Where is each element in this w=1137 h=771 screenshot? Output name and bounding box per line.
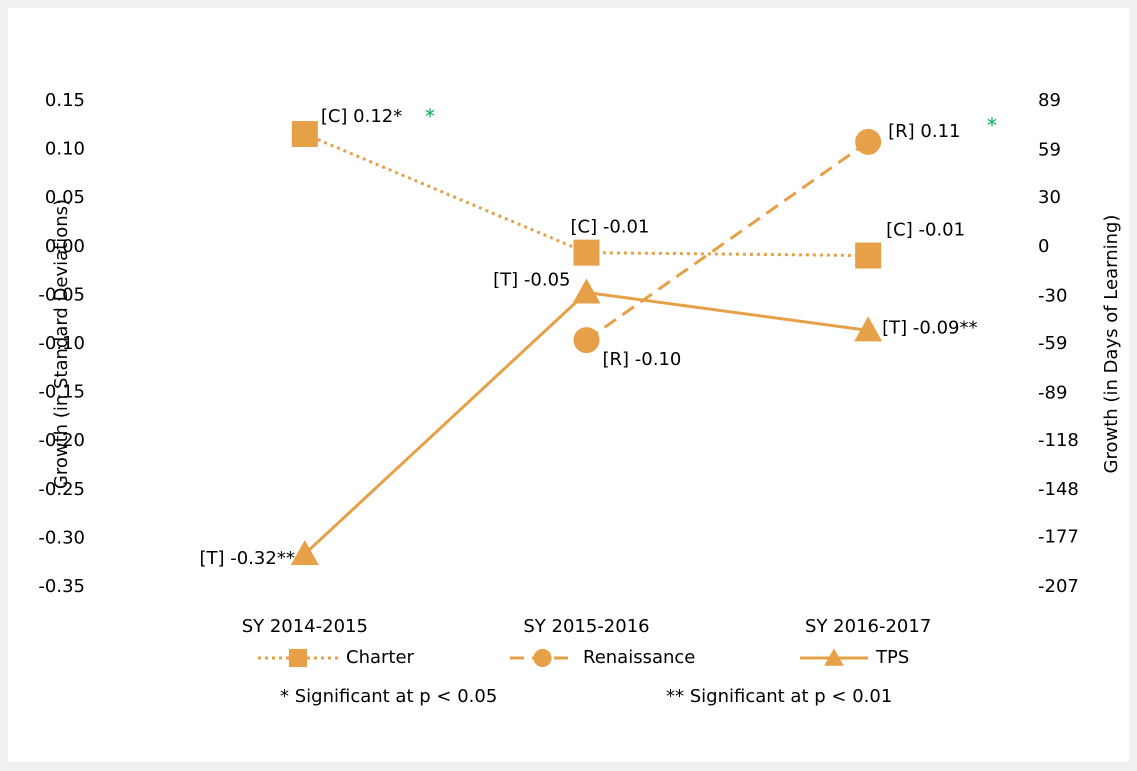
y2-tick-label: -148 [1038, 479, 1079, 500]
data-label: [C] -0.01 [886, 220, 965, 241]
y-tick-label: -0.15 [38, 382, 85, 403]
data-point [855, 242, 882, 269]
significance-mark: * [425, 105, 435, 129]
y2-tick-label: 30 [1038, 187, 1061, 208]
data-point [290, 539, 319, 565]
data-label: [T] -0.09** [882, 317, 977, 338]
data-label: [C] -0.01 [571, 217, 650, 238]
footnote: * Significant at p < 0.05 [280, 686, 497, 707]
data-point [291, 121, 318, 148]
y2-tick-label: -177 [1038, 527, 1079, 548]
y-tick-label: 0.15 [45, 90, 85, 111]
y2-tick-label: -89 [1038, 382, 1067, 403]
y-tick-label: 0.10 [45, 139, 85, 160]
chart-panel [8, 8, 1129, 762]
data-label: [T] -0.05 [493, 269, 570, 290]
data-label: [R] -0.10 [603, 349, 682, 370]
data-point [573, 239, 600, 266]
x-tick-label: SY 2015-2016 [523, 616, 649, 637]
y-tick-label: -0.25 [38, 479, 85, 500]
y2-tick-label: 59 [1038, 139, 1061, 160]
data-point [572, 278, 601, 304]
y2-tick-label: -30 [1038, 285, 1067, 306]
y-tick-label: -0.10 [38, 333, 85, 354]
legend-marker [533, 648, 552, 668]
y-axis-label: Growth (in Standard Deviations) [51, 199, 72, 489]
y2-tick-label: 89 [1038, 90, 1061, 111]
data-point [573, 327, 600, 354]
legend-marker [288, 648, 308, 668]
y2-tick-label: -59 [1038, 333, 1067, 354]
data-label: [R] 0.11 [888, 121, 960, 142]
y2-tick-label: 0 [1038, 236, 1049, 257]
y-tick-label: -0.30 [38, 527, 85, 548]
y2-tick-label: -207 [1038, 576, 1079, 597]
data-label: [C] 0.12* [321, 106, 402, 127]
y-tick-label: -0.35 [38, 576, 85, 597]
y2-tick-label: -118 [1038, 430, 1079, 451]
data-label: [T] -0.32** [199, 548, 294, 569]
legend-label: TPS [875, 647, 909, 668]
significance-mark: * [987, 114, 997, 138]
legend-label: Renaissance [583, 647, 695, 668]
y-tick-label: -0.20 [38, 430, 85, 451]
y-tick-label: 0.05 [45, 187, 85, 208]
y-tick-label: 0.00 [45, 236, 85, 257]
legend-marker [824, 648, 844, 666]
footnote: ** Significant at p < 0.01 [666, 686, 892, 707]
legend-label: Charter [346, 647, 415, 668]
data-point [855, 128, 882, 155]
y2-axis-label: Growth (in Days of Learning) [1101, 215, 1122, 474]
x-tick-label: SY 2014-2015 [242, 616, 368, 637]
series-line [585, 140, 870, 342]
x-tick-label: SY 2016-2017 [805, 616, 931, 637]
data-point [854, 316, 883, 342]
y-tick-label: -0.05 [38, 284, 85, 305]
